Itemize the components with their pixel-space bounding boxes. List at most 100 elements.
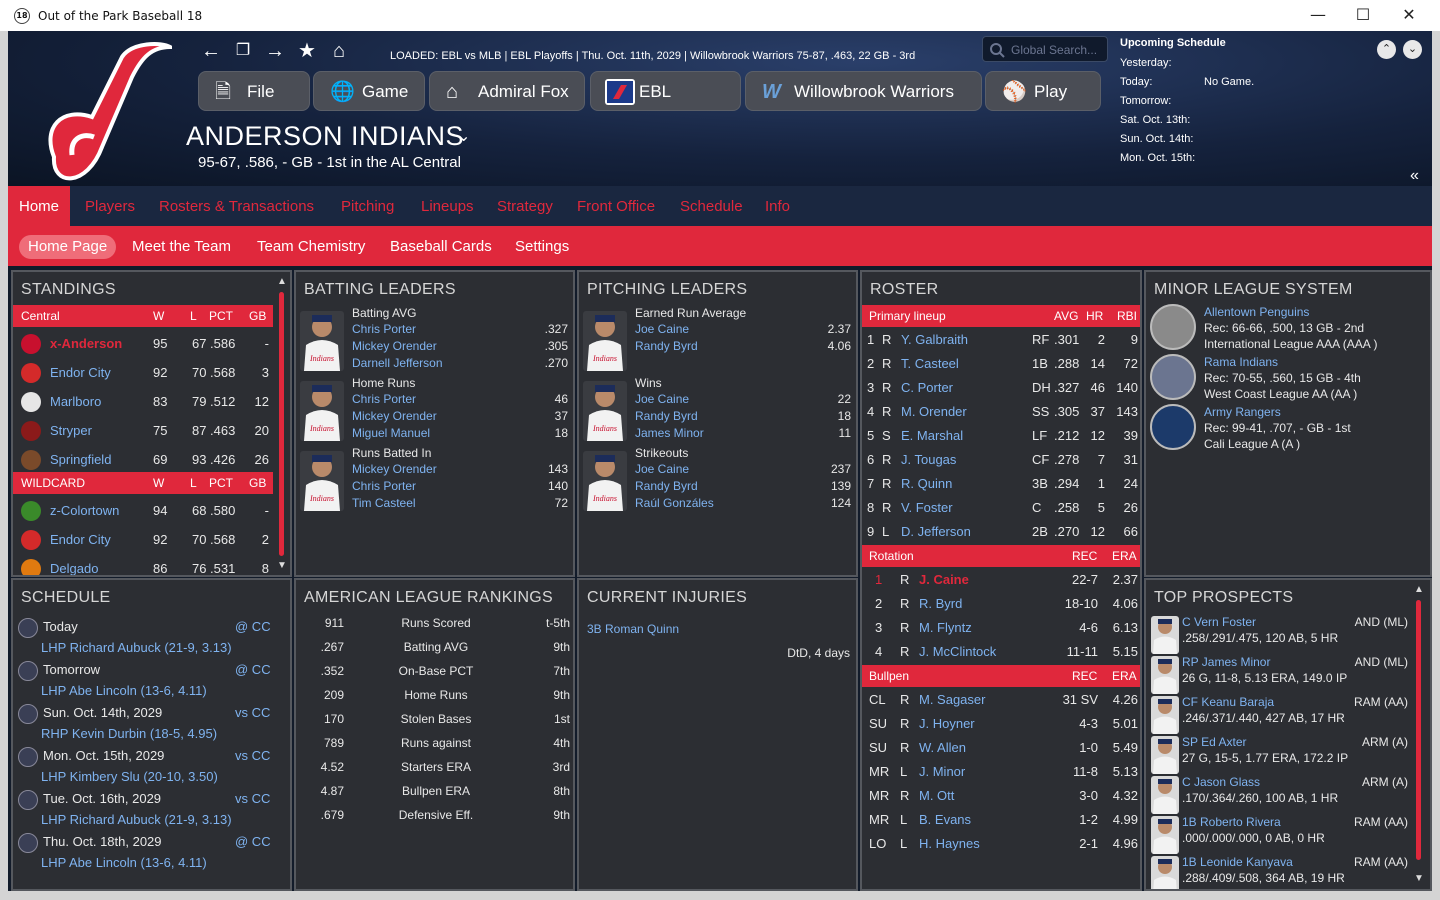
leader-player-link[interactable]: Joe Caine [635,462,690,476]
probable-pitcher-link[interactable]: LHP Richard Aubuck (21-9, 3.13) [41,640,232,655]
minor-team-link[interactable]: Allentown Penguins [1204,305,1310,319]
scroll-up-icon[interactable]: ▲ [1414,584,1424,595]
menu-league-button[interactable]: EBL [590,71,741,111]
lineup-player-link[interactable]: J. Tougas [901,452,957,467]
menu-file-button[interactable]: 🗎 File [198,71,310,111]
chevron-down-icon[interactable]: ⌄ [457,128,471,145]
bullpen-player-link[interactable]: J. Hoyner [919,716,975,731]
lineup-player-link[interactable]: M. Orender [901,404,967,419]
maximize-button[interactable]: ☐ [1355,5,1371,24]
leader-player-link[interactable]: Tim Casteel [352,496,416,510]
scroll-down-icon[interactable]: ▼ [1414,873,1424,884]
prospect-name-link[interactable]: C Jason Glass [1182,775,1261,789]
bullpen-player-link[interactable]: M. Sagaser [919,692,986,707]
standings-team-link[interactable]: Marlboro [50,394,102,409]
tab-lineups[interactable]: Lineups [421,198,474,215]
injured-player-link[interactable]: 3B Roman Quinn [587,622,680,636]
rotation-player-link[interactable]: M. Flyntz [919,620,972,635]
bullpen-player-link[interactable]: B. Evans [919,812,972,827]
leader-player-link[interactable]: James Minor [635,426,704,440]
lineup-player-link[interactable]: Y. Galbraith [901,332,968,347]
prospect-name-link[interactable]: 1B Roberto Rivera [1182,815,1281,829]
menu-manager-button[interactable]: ⌂ Admiral Fox [429,71,585,111]
tab-schedule[interactable]: Schedule [680,198,743,215]
standings-team-link[interactable]: Endor City [50,365,111,380]
menu-team-button[interactable]: W Willowbrook Warriors [745,71,982,111]
leader-player-link[interactable]: Darnell Jefferson [352,356,443,370]
leader-player-link[interactable]: Joe Caine [635,392,690,406]
bullpen-player-link[interactable]: M. Ott [919,788,955,803]
minor-team-link[interactable]: Army Rangers [1204,405,1281,419]
prospects-scrollbar[interactable] [1416,600,1421,860]
subtab-cards[interactable]: Baseball Cards [390,238,492,255]
star-icon[interactable]: ★ [298,40,316,62]
tab-home[interactable]: Home [8,186,71,226]
subtab-meet-team[interactable]: Meet the Team [132,238,231,255]
prospect-name-link[interactable]: C Vern Foster [1182,615,1257,629]
prospect-name-link[interactable]: RP James Minor [1182,655,1271,669]
tab-strategy[interactable]: Strategy [497,198,553,215]
standings-scrollbar[interactable] [279,292,284,556]
chevron-up-icon[interactable]: ⌃ [1377,40,1396,59]
tab-front-office[interactable]: Front Office [577,198,656,215]
standings-team-link[interactable]: Endor City [50,532,111,547]
leader-player-link[interactable]: Chris Porter [352,392,417,406]
leader-player-link[interactable]: Chris Porter [352,479,417,493]
leader-player-link[interactable]: Chris Porter [352,322,417,336]
tab-pitching[interactable]: Pitching [341,198,395,215]
tab-rosters[interactable]: Rosters & Transactions [159,198,315,215]
subtab-home-page[interactable]: Home Page [19,235,117,259]
rotation-player-link[interactable]: J. McClintock [919,644,997,659]
lineup-player-link[interactable]: R. Quinn [901,476,953,491]
chevron-down-icon[interactable]: ⌄ [1403,40,1422,59]
probable-pitcher-link[interactable]: RHP Kevin Durbin (18-5, 4.95) [41,726,218,741]
standings-team-link[interactable]: Springfield [50,452,112,467]
probable-pitcher-link[interactable]: LHP Abe Lincoln (13-6, 4.11) [41,683,207,698]
subtab-chemistry[interactable]: Team Chemistry [257,238,366,255]
leader-player-link[interactable]: Raúl Gonzáles [635,496,714,510]
rotation-player-link[interactable]: J. Caine [919,572,969,587]
lineup-player-link[interactable]: D. Jefferson [901,524,971,539]
prospect-name-link[interactable]: CF Keanu Baraja [1182,695,1275,709]
standings-team-link[interactable]: Delgado [50,561,99,576]
schedule-opponent-link[interactable]: vs CC [235,705,271,720]
scroll-up-icon[interactable]: ▲ [277,276,287,287]
copy-icon[interactable]: ❐ [235,42,251,59]
forward-arrow-icon[interactable]: → [265,40,285,62]
leader-player-link[interactable]: Randy Byrd [635,409,698,423]
standings-team-link[interactable]: z-Colortown [50,503,120,518]
standings-team-link[interactable]: x-Anderson [50,336,123,351]
schedule-opponent-link[interactable]: @ CC [235,662,271,677]
close-button[interactable]: ✕ [1402,5,1416,24]
prospect-name-link[interactable]: SP Ed Axter [1182,735,1247,749]
prospect-name-link[interactable]: 1B Leonide Kanyava [1182,855,1293,869]
lineup-player-link[interactable]: E. Marshal [901,428,964,443]
leader-player-link[interactable]: Joe Caine [635,322,690,336]
minimize-button[interactable]: — [1310,5,1326,24]
schedule-opponent-link[interactable]: @ CC [235,834,271,849]
probable-pitcher-link[interactable]: LHP Kimbery Slu (20-10, 3.50) [41,769,218,784]
rotation-player-link[interactable]: R. Byrd [919,596,963,611]
menu-game-button[interactable]: 🌐 Game [313,71,425,111]
scroll-down-icon[interactable]: ▼ [277,560,287,571]
menu-play-button[interactable]: ⚾ Play [985,71,1101,111]
schedule-opponent-link[interactable]: vs CC [235,791,271,806]
schedule-opponent-link[interactable]: @ CC [235,619,271,634]
tab-players[interactable]: Players [85,198,136,215]
subtab-settings[interactable]: Settings [515,238,570,255]
leader-player-link[interactable]: Mickey Orender [352,339,437,353]
bullpen-player-link[interactable]: J. Minor [919,764,966,779]
standings-team-link[interactable]: Stryper [50,423,92,438]
back-arrow-icon[interactable]: ← [201,40,221,62]
schedule-opponent-link[interactable]: vs CC [235,748,271,763]
bullpen-player-link[interactable]: W. Allen [919,740,966,755]
probable-pitcher-link[interactable]: LHP Abe Lincoln (13-6, 4.11) [41,855,207,870]
lineup-player-link[interactable]: T. Casteel [901,356,959,371]
bullpen-player-link[interactable]: H. Haynes [919,836,980,851]
leader-player-link[interactable]: Randy Byrd [635,339,698,353]
leader-player-link[interactable]: Mickey Orender [352,409,437,423]
leader-player-link[interactable]: Randy Byrd [635,479,698,493]
global-search-input[interactable]: Global Search... [982,36,1108,62]
leader-player-link[interactable]: Mickey Orender [352,462,437,476]
collapse-icon[interactable]: « [1410,167,1419,184]
